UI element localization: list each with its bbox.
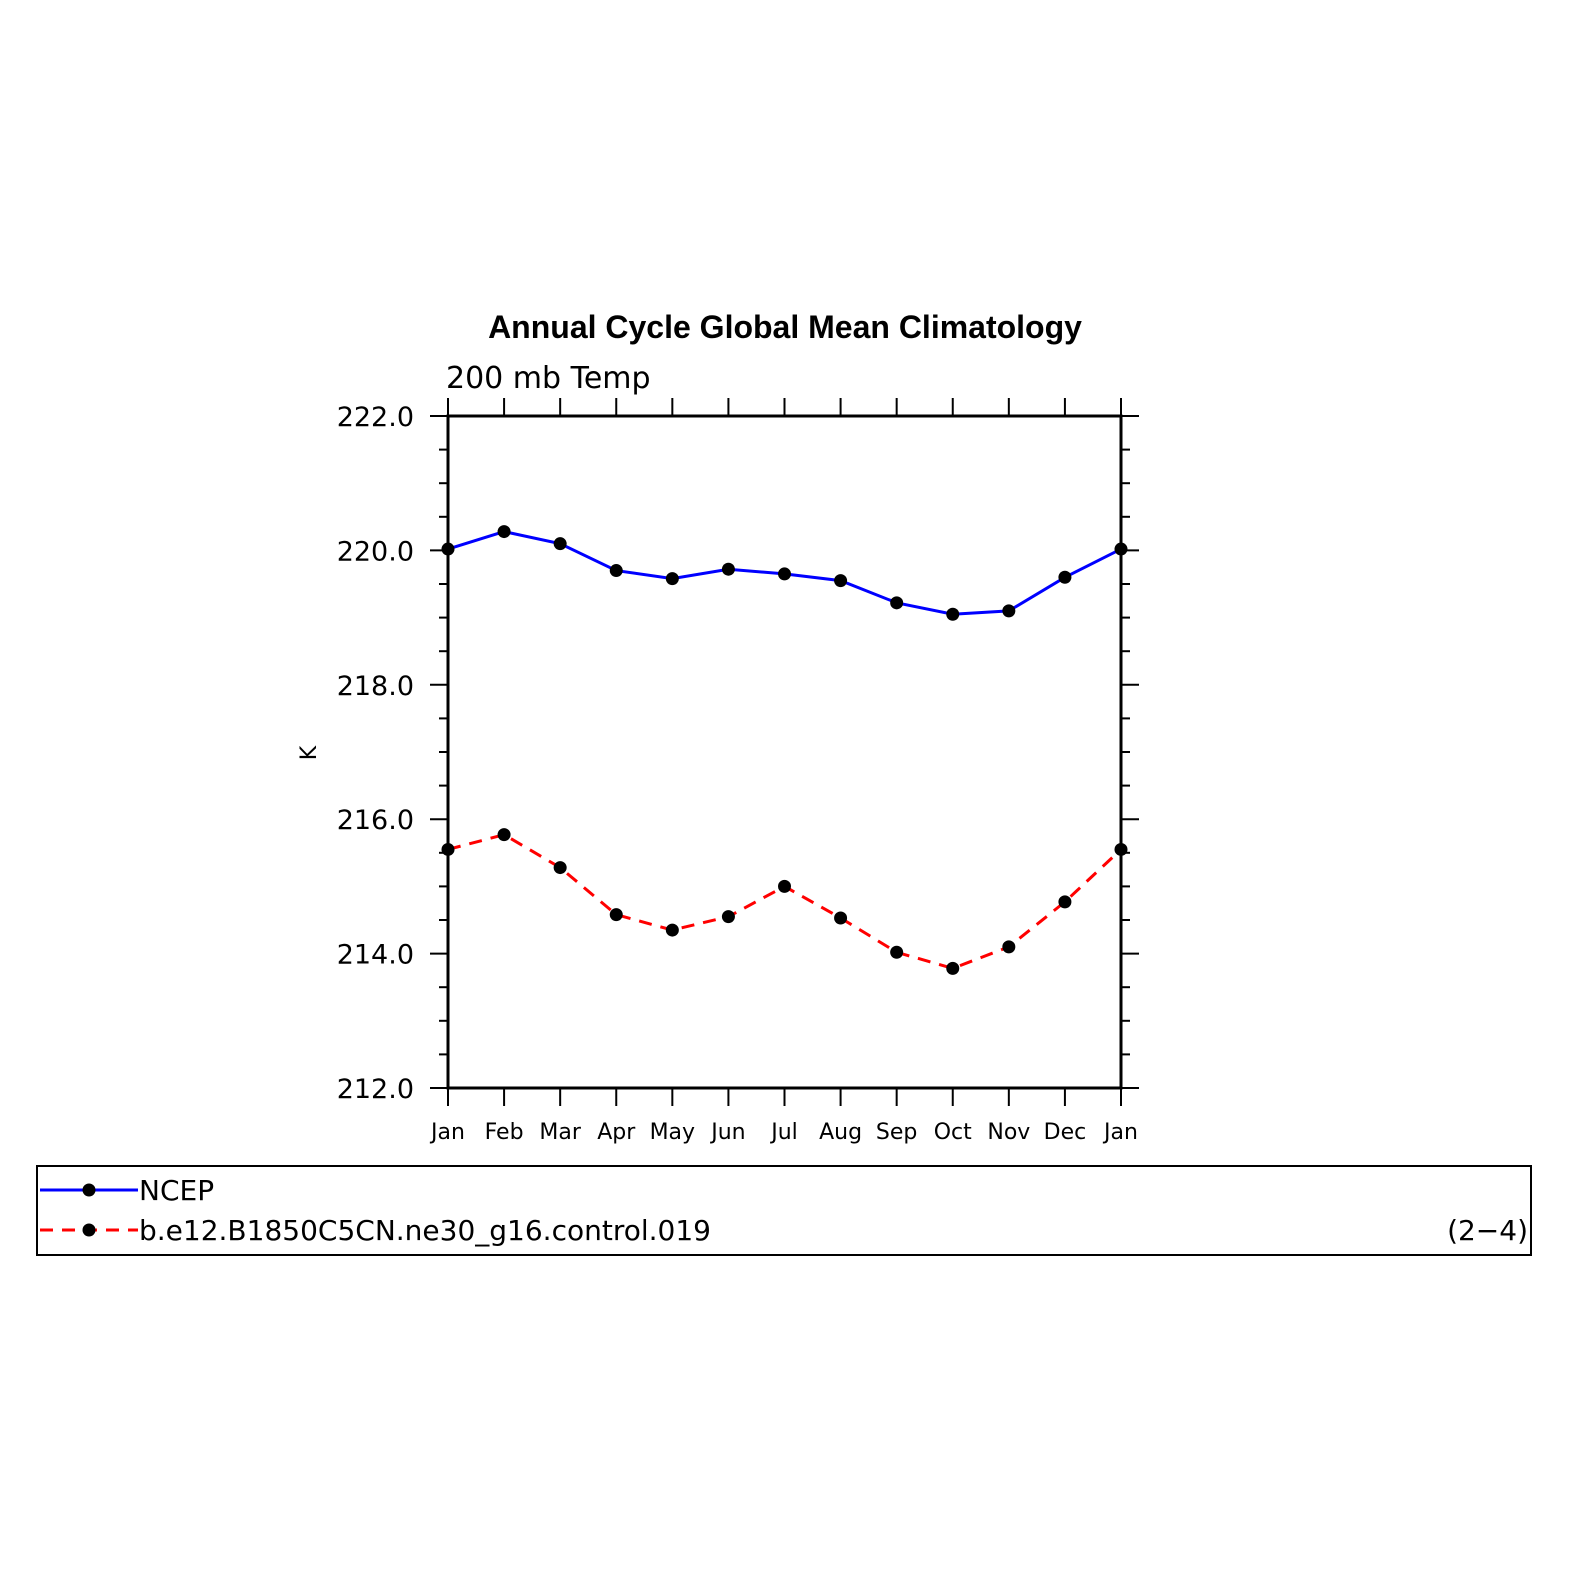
y-axis-ticks [430, 415, 1139, 1089]
x-tick-label: Jan [1102, 1120, 1138, 1145]
series-1-point [497, 828, 511, 842]
x-axis-ticks [447, 398, 1122, 1106]
series-0-point [497, 525, 511, 539]
panel-label: (2−4) [1447, 1214, 1528, 1247]
series-1-point [1114, 842, 1128, 856]
series-1-point [553, 861, 567, 875]
series-0-point [1002, 604, 1016, 618]
chart-subtitle: 200 mb Temp [446, 361, 651, 396]
series-0-point [1058, 570, 1072, 584]
y-tick-label: 218.0 [337, 671, 414, 702]
series-0-point [1114, 542, 1128, 556]
y-tick-label: 214.0 [337, 940, 414, 971]
y-axis-tick-labels: 212.0 214.0 216.0 218.0 220.0 222.0 [337, 402, 414, 1105]
series-0-point [946, 607, 960, 621]
x-axis-tick-labels: Jan Feb Mar Apr May Jun Jul Aug Sep Oct Nov Dec Jan [429, 1120, 1138, 1145]
series-0-point [553, 537, 567, 551]
x-tick-label: Mar [539, 1120, 581, 1145]
x-tick-label: Apr [597, 1120, 636, 1145]
x-tick-label: Aug [819, 1120, 862, 1145]
legend-marker-0 [82, 1183, 96, 1197]
y-tick-label: 220.0 [337, 536, 414, 567]
x-tick-label: Nov [987, 1120, 1030, 1145]
x-tick-label: Feb [485, 1120, 524, 1145]
y-tick-label: 216.0 [337, 805, 414, 836]
series-layer [441, 525, 1128, 975]
series-1-point [1058, 895, 1072, 909]
series-1-point [609, 908, 623, 922]
series-1-point [890, 945, 904, 959]
series-0-point [721, 562, 735, 576]
x-tick-label: Jun [709, 1120, 745, 1145]
x-tick-label: May [650, 1120, 695, 1145]
series-0-point [441, 542, 455, 556]
series-1-point [778, 879, 791, 893]
series-line-1 [447, 833, 1123, 970]
x-tick-label: Sep [876, 1120, 917, 1145]
plot-frame [446, 414, 1123, 1090]
chart-title: Annual Cycle Global Mean Climatology [488, 309, 1082, 345]
legend-items: NCEP b.e12.B1850C5CN.ne30_g16.control.019 [40, 1174, 711, 1247]
legend-box [36, 1165, 1532, 1256]
x-tick-label: Jul [769, 1120, 798, 1145]
y-axis-label: K [297, 745, 322, 760]
series-0-point [609, 564, 623, 578]
legend-marker-1 [82, 1223, 96, 1237]
legend: NCEP b.e12.B1850C5CN.ne30_g16.control.019… [36, 1165, 1532, 1256]
series-0-point [665, 572, 679, 586]
series-1-point [1002, 940, 1016, 954]
series-1-point [441, 842, 455, 856]
series-1-point [721, 910, 735, 924]
series-0-point [834, 574, 848, 588]
y-tick-label: 222.0 [337, 402, 414, 433]
legend-label-0: NCEP [139, 1174, 214, 1207]
x-tick-label: Jan [429, 1120, 465, 1145]
series-0-point [890, 596, 904, 610]
series-1-point [834, 911, 848, 925]
x-tick-label: Oct [934, 1120, 972, 1145]
series-0-point [778, 567, 791, 581]
series-1-point [946, 961, 960, 975]
x-tick-label: Dec [1044, 1120, 1087, 1145]
y-tick-label: 212.0 [337, 1074, 414, 1105]
series-1-point [665, 923, 679, 937]
legend-label-1: b.e12.B1850C5CN.ne30_g16.control.019 [139, 1214, 711, 1247]
